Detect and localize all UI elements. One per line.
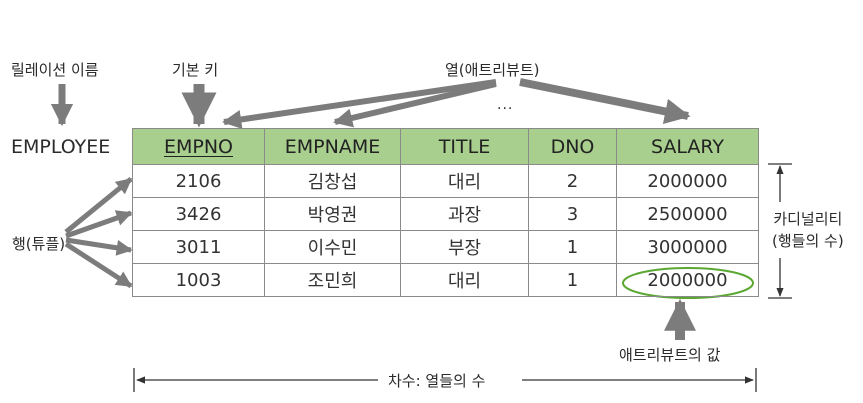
cell-empno: 2106 [132, 164, 265, 198]
cell-empname: 김창섭 [264, 164, 401, 198]
cell-title: 과장 [400, 197, 529, 231]
tuple-arrow-3 [65, 237, 133, 256]
cardinality-label-line2: (행들의 수) [772, 232, 844, 250]
cell-salary: 3000000 [616, 230, 759, 264]
cell-title: 대리 [400, 164, 529, 198]
cell-empname: 박영권 [264, 197, 401, 231]
table-row: 2106 김창섭 대리 2 2000000 [132, 164, 759, 198]
header-empname: EMPNAME [264, 128, 401, 165]
cell-salary: 2000000 [616, 263, 759, 297]
table-row: 1003 조민희 대리 1 2000000 [132, 263, 759, 297]
table-name: EMPLOYEE [11, 136, 111, 158]
tuple-arrow-4 [64, 241, 133, 289]
table-header-row: EMPNO EMPNAME TITLE DNO SALARY [132, 128, 759, 165]
cell-title: 대리 [400, 263, 529, 297]
tuple-arrow-1 [64, 177, 133, 234]
tuple-label: 행(튜플) [12, 235, 66, 253]
attribute-value-label: 애트리뷰트의 값 [619, 346, 721, 364]
table-row: 3426 박영권 과장 3 2500000 [132, 197, 759, 231]
cell-empno: 3011 [132, 230, 265, 264]
cell-salary: 2000000 [616, 164, 759, 198]
cell-dno: 3 [528, 197, 617, 231]
relation-name-label: 릴레이션 이름 [11, 61, 99, 79]
primary-key-label: 기본 키 [172, 61, 219, 79]
cell-title: 부장 [400, 230, 529, 264]
attribute-label: 열(애트리뷰트) [445, 61, 540, 79]
table-row: 3011 이수민 부장 1 3000000 [132, 230, 759, 264]
header-title: TITLE [400, 128, 529, 165]
cell-empno: 3426 [132, 197, 265, 231]
header-empno: EMPNO [132, 128, 265, 165]
header-salary: SALARY [616, 128, 759, 165]
attribute-arrow-empno [222, 79, 497, 129]
attribute-arrow-empname [333, 81, 497, 128]
cell-dno: 1 [528, 263, 617, 297]
cell-empname: 조민희 [264, 263, 401, 297]
cell-empno: 1003 [132, 263, 265, 297]
header-dno: DNO [528, 128, 617, 165]
cardinality-label: 카디널리티 (행들의 수) [772, 208, 844, 252]
employee-relation-table: EMPNO EMPNAME TITLE DNO SALARY 2106 김창섭 … [132, 128, 759, 297]
ellipsis: ... [497, 97, 514, 113]
cardinality-label-line1: 카디널리티 [773, 210, 843, 228]
tuple-arrow-2 [65, 210, 133, 239]
cell-salary: 2500000 [616, 197, 759, 231]
cell-dno: 2 [528, 164, 617, 198]
degree-label: 차수: 열들의 수 [388, 372, 486, 390]
primary-key-column-name: EMPNO [163, 135, 234, 158]
attribute-arrow-salary [519, 78, 691, 124]
cell-dno: 1 [528, 230, 617, 264]
cell-empname: 이수민 [264, 230, 401, 264]
